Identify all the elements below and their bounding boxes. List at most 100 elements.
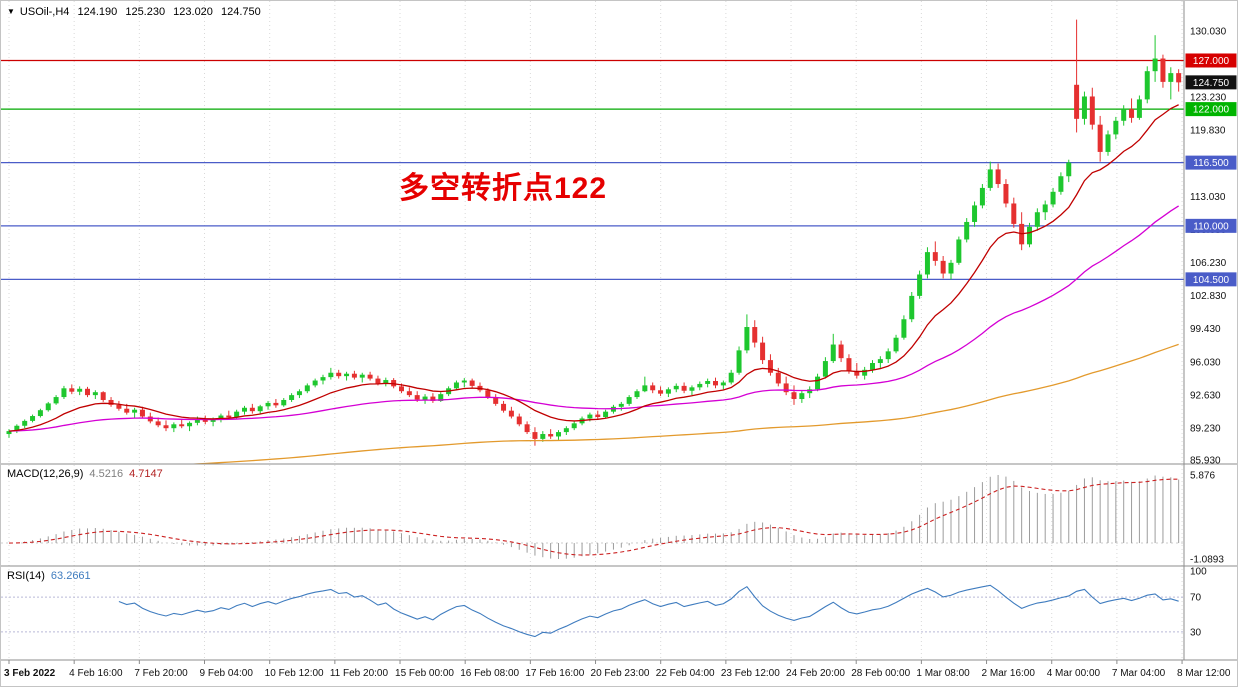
candle-body <box>917 274 923 296</box>
chart-annotation-text[interactable]: 多空转折点122 <box>399 172 608 205</box>
candle-body <box>720 382 726 386</box>
candle-body <box>524 424 530 433</box>
macd-label: MACD(12,26,9) 4.5216 4.7147 <box>7 468 169 480</box>
candle-body <box>775 372 781 384</box>
candle-body <box>940 260 946 274</box>
candle-body <box>257 406 263 412</box>
price-axis-tick: 85.930 <box>1190 456 1221 467</box>
candle-body <box>1113 120 1119 135</box>
candle-body <box>1168 73 1174 82</box>
candle-body <box>603 411 609 418</box>
candle-body <box>351 373 357 378</box>
price-badge-label: 104.500 <box>1193 275 1230 286</box>
candle-body <box>924 252 930 275</box>
price-badge <box>1185 102 1237 117</box>
time-axis-label: 9 Feb 04:00 <box>200 668 254 679</box>
candle-body <box>69 388 75 392</box>
candle-body <box>155 421 161 426</box>
rsi-name: RSI(14) <box>7 570 45 582</box>
candle-body <box>1027 226 1032 245</box>
candle-body <box>744 327 750 351</box>
candle-body <box>312 380 318 386</box>
price-badge <box>1185 75 1237 90</box>
time-axis-label: 8 Mar 12:00 <box>1177 668 1231 679</box>
candle-body <box>650 385 656 391</box>
candle-body <box>92 392 98 396</box>
candle-body <box>705 381 711 384</box>
price-axis-tick: 119.830 <box>1190 126 1226 137</box>
candle-body <box>752 327 758 343</box>
candle-body <box>987 169 993 188</box>
candle-body <box>414 395 420 400</box>
candle-body <box>618 403 624 407</box>
candle-body <box>61 388 67 398</box>
price-axis-tick: 106.230 <box>1190 258 1227 269</box>
price-axis-tick: 113.030 <box>1190 192 1226 203</box>
macd-axis-label: 5.876 <box>1190 471 1215 482</box>
candle-body <box>877 359 883 364</box>
candle-body <box>870 363 875 370</box>
candle-body <box>563 428 569 433</box>
rsi-line <box>118 584 1179 638</box>
candle-body <box>1050 191 1056 205</box>
candle-body <box>45 403 51 411</box>
candle-body <box>854 370 860 376</box>
time-axis-label: 7 Mar 04:00 <box>1112 668 1166 679</box>
candle-body <box>399 386 404 392</box>
candle-body <box>681 385 687 391</box>
candle-body <box>1081 96 1087 119</box>
candle-body <box>265 402 271 407</box>
candle-body <box>932 252 938 261</box>
candle-body <box>367 374 373 379</box>
candle-body <box>673 385 679 390</box>
candles-layer <box>6 19 1182 464</box>
candle-body <box>846 358 852 371</box>
price-badge-label: 127.000 <box>1193 56 1230 67</box>
candle-body <box>783 383 789 393</box>
candle-body <box>108 399 114 405</box>
candle-body <box>540 434 546 439</box>
time-axis-label: 7 Feb 20:00 <box>134 668 188 679</box>
symbol-timeframe-label: USOil-,H4 <box>19 6 70 18</box>
rsi-axis-label: 30 <box>1190 627 1202 638</box>
candle-body <box>171 424 177 429</box>
candle-body <box>838 344 844 359</box>
candle-body <box>296 391 302 396</box>
time-axis-label: 23 Feb 12:00 <box>721 668 780 679</box>
time-axis-label: 10 Feb 12:00 <box>265 668 324 679</box>
candle-body <box>1144 71 1150 100</box>
time-axis-label: 15 Feb 00:00 <box>395 668 454 679</box>
moving-average-200 <box>183 343 1179 464</box>
candle-body <box>501 403 507 411</box>
time-axis-label: 17 Feb 16:00 <box>525 668 584 679</box>
candle-body <box>328 372 334 378</box>
candle-body <box>736 350 742 373</box>
candle-body <box>995 169 1001 185</box>
macd-signal-value: 4.7147 <box>129 468 163 480</box>
rsi-axis-label: 70 <box>1190 593 1202 604</box>
candle-body <box>187 422 193 427</box>
candle-body <box>760 342 766 361</box>
candle-body <box>1121 109 1127 121</box>
macd-axis-label: -1.0893 <box>1190 555 1224 566</box>
moving-average-13 <box>8 104 1179 432</box>
candle-body <box>163 425 169 429</box>
time-axis-label: 24 Feb 20:00 <box>786 668 845 679</box>
candle-body <box>948 262 954 274</box>
candle-body <box>147 416 153 422</box>
collapse-quotes-icon[interactable]: ▼ <box>7 7 15 16</box>
candle-body <box>242 407 247 412</box>
price-badge-label: 122.000 <box>1193 105 1230 116</box>
candle-body <box>116 404 122 409</box>
candle-body <box>595 414 601 418</box>
price-badge <box>1185 218 1237 233</box>
rsi-axis-label: 100 <box>1190 567 1207 578</box>
candle-body <box>548 434 554 437</box>
candle-body <box>508 410 514 417</box>
price-axis-tick: 89.230 <box>1190 423 1221 434</box>
candle-body <box>979 187 985 206</box>
price-axis-tick: 96.030 <box>1190 357 1221 368</box>
candle-body <box>713 381 718 386</box>
candle-body <box>901 319 907 338</box>
